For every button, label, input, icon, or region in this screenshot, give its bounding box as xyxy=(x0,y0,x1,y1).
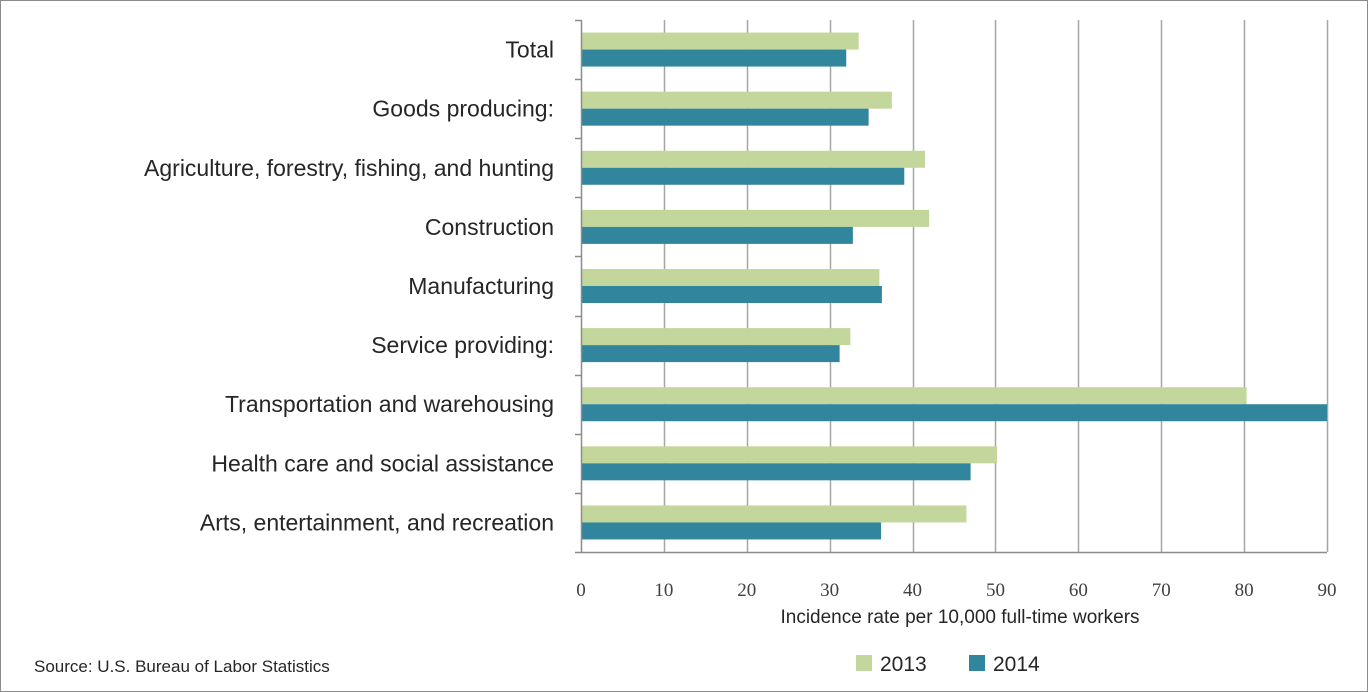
bar-2013-6 xyxy=(581,387,1247,405)
source-note: Source: U.S. Bureau of Labor Statistics xyxy=(34,657,330,676)
x-tick-label-40: 40 xyxy=(903,580,922,601)
bars xyxy=(581,32,1327,540)
bar-2014-6 xyxy=(581,404,1327,422)
bar-2013-2 xyxy=(581,150,925,168)
category-label-1: Goods producing: xyxy=(372,96,554,122)
x-tick-label-30: 30 xyxy=(820,580,839,601)
category-label-5: Service providing: xyxy=(371,332,554,358)
bar-2014-5 xyxy=(581,345,840,363)
bar-2013-4 xyxy=(581,269,880,286)
legend-label-2013: 2013 xyxy=(880,653,927,676)
x-tick-label-70: 70 xyxy=(1152,580,1171,601)
bar-2013-0 xyxy=(581,32,859,50)
x-tick-label-50: 50 xyxy=(986,580,1005,601)
category-labels: Total Goods producing: Agriculture, forest… xyxy=(144,37,554,536)
bar-2014-1 xyxy=(581,108,869,126)
bar-2013-7 xyxy=(581,446,998,464)
x-tick-label-20: 20 xyxy=(737,580,756,601)
legend-swatch-2014 xyxy=(969,655,985,671)
bar-2014-7 xyxy=(581,463,971,481)
category-label-6: Transportation and warehousing xyxy=(225,391,554,417)
axes xyxy=(575,19,1327,554)
x-tick-label-60: 60 xyxy=(1069,580,1088,601)
category-label-2: Agriculture, forestry, fishing, and hunt… xyxy=(144,155,554,181)
bar-2013-3 xyxy=(581,209,930,227)
x-axis-title: Incidence rate per 10,000 full-time work… xyxy=(780,607,1139,628)
legend-label-2014: 2014 xyxy=(993,653,1040,676)
category-label-0: Total xyxy=(505,37,554,63)
x-tick-labels: 0 10 20 30 40 50 60 70 80 90 xyxy=(576,580,1336,601)
bar-2014-4 xyxy=(581,286,882,303)
category-label-3: Construction xyxy=(425,214,554,240)
x-tick-label-80: 80 xyxy=(1235,580,1254,601)
bar-2013-1 xyxy=(581,91,892,109)
bar-2013-5 xyxy=(581,328,851,346)
bar-2014-0 xyxy=(581,49,847,67)
legend-swatch-2013 xyxy=(856,655,872,671)
category-label-4: Manufacturing xyxy=(408,273,554,299)
category-label-8: Arts, entertainment, and recreation xyxy=(200,509,554,535)
bar-2013-8 xyxy=(581,505,967,523)
bar-2014-8 xyxy=(581,522,882,540)
x-tick-label-90: 90 xyxy=(1318,580,1337,601)
category-label-7: Health care and social assistance xyxy=(211,450,554,476)
legend: 2013 2014 xyxy=(856,653,1040,676)
x-tick-label-0: 0 xyxy=(576,580,586,601)
bar-2014-2 xyxy=(581,167,905,185)
bar-2014-3 xyxy=(581,226,853,244)
x-tick-label-10: 10 xyxy=(654,580,673,601)
